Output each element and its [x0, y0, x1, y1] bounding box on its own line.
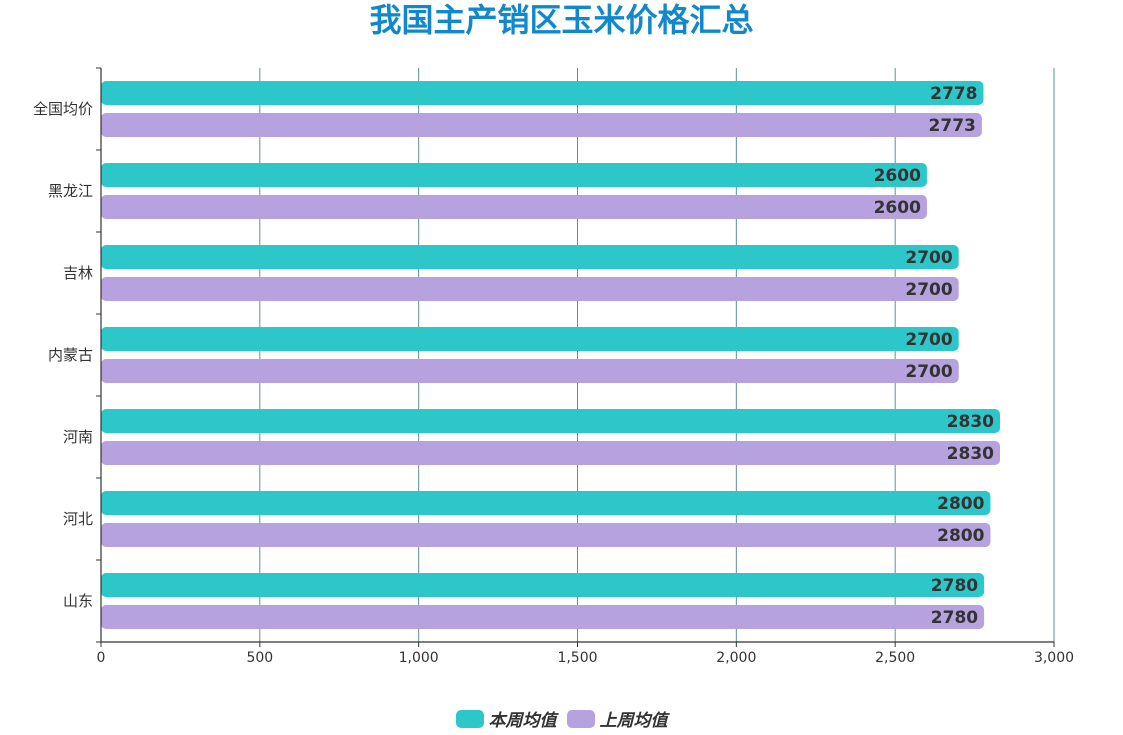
bar-value-label: 2700	[905, 280, 952, 300]
bar	[101, 573, 985, 597]
bar-value-label: 2830	[947, 412, 994, 432]
bar-value-label: 2800	[937, 494, 984, 514]
legend-swatch-last-week	[566, 709, 595, 728]
bar	[101, 409, 1000, 433]
legend-item-last-week[interactable]: 上周均值	[566, 706, 668, 731]
bar	[101, 195, 927, 219]
bar-value-label: 2780	[931, 608, 978, 628]
bar-value-label: 2700	[905, 248, 952, 268]
x-tick-label: 3,000	[1034, 650, 1074, 666]
legend: 本周均值 上周均值	[0, 706, 1123, 731]
bar-chart: 2778 2773 2600 2600 2700 2700 2700 2700 2830 2830…	[33, 67, 1074, 666]
bar-value-label: 2600	[874, 166, 921, 186]
y-category-label: 河北	[63, 510, 93, 528]
bar	[101, 81, 984, 105]
bar	[101, 359, 959, 383]
bar-value-label: 2830	[947, 444, 994, 464]
legend-label-this-week: 本周均值	[488, 711, 557, 731]
bar	[101, 441, 1000, 465]
bar	[101, 491, 991, 515]
bar-value-label: 2800	[937, 526, 984, 546]
bar	[101, 277, 959, 301]
legend-label-last-week: 上周均值	[599, 711, 668, 731]
x-tick-label: 1,000	[399, 650, 439, 666]
bar	[101, 605, 985, 629]
bar	[101, 523, 991, 547]
bar	[101, 327, 959, 351]
bars: 2778 2773 2600 2600 2700 2700 2700 2700 2830 2830…	[101, 81, 1000, 629]
legend-item-this-week[interactable]: 本周均值	[455, 706, 557, 731]
y-category-label: 内蒙古	[48, 346, 93, 364]
bar-value-label: 2700	[905, 362, 952, 382]
y-category-label: 黑龙江	[48, 182, 93, 200]
bar-value-label: 2600	[874, 198, 921, 218]
legend-swatch-this-week	[455, 709, 484, 728]
bar	[101, 163, 927, 187]
bar-value-label: 2773	[929, 116, 976, 136]
bar-value-label: 2778	[930, 84, 977, 104]
x-tick-label: 2,000	[716, 650, 756, 666]
axes: 0 500 1,000 1,500 2,000 2,500 3,000 全国均价黑龙江吉林内蒙…	[33, 67, 1074, 666]
bar-value-label: 2780	[931, 576, 978, 596]
x-tick-label: 0	[97, 650, 106, 666]
y-category-label: 全国均价	[33, 100, 93, 118]
chart-title: 我国主产销区玉米价格汇总	[369, 1, 754, 39]
x-tick-label: 1,500	[557, 650, 597, 666]
grid-lines	[259, 68, 1055, 642]
x-tick-label: 2,500	[875, 650, 915, 666]
bar-value-label: 2700	[905, 330, 952, 350]
bar	[101, 113, 982, 137]
x-tick-label: 500	[246, 650, 273, 666]
y-category-label: 吉林	[63, 264, 93, 282]
y-category-label: 河南	[63, 428, 93, 446]
bar	[101, 245, 959, 269]
y-category-label: 山东	[63, 592, 93, 610]
